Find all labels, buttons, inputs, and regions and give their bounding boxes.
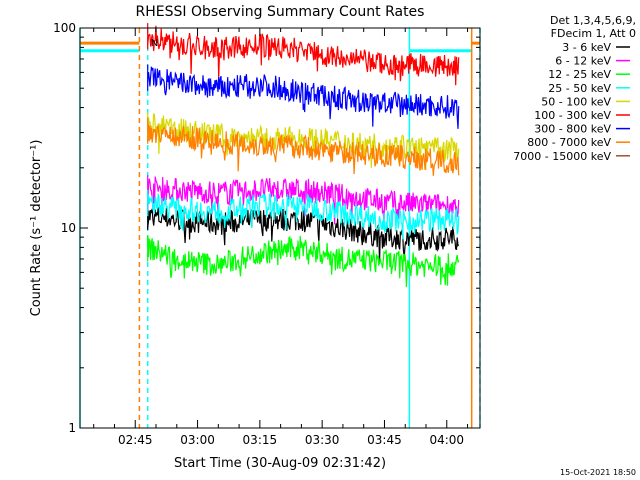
- legend-label: 50 - 100 keV: [541, 95, 611, 108]
- series-line-12to25keV: [147, 235, 460, 288]
- y-tick-label: 100: [53, 21, 76, 35]
- legend-label: 3 - 6 keV: [562, 41, 611, 54]
- series-line-6to12keV: [147, 176, 460, 225]
- x-tick-label: 03:45: [367, 433, 402, 447]
- legend-header-line-1: Det 1,3,4,5,6,9,: [550, 14, 636, 27]
- legend-label: 6 - 12 keV: [555, 55, 611, 68]
- legend-label: 12 - 25 keV: [548, 68, 611, 81]
- legend-label: 25 - 50 keV: [548, 82, 611, 95]
- y-tick-label: 1: [68, 421, 76, 435]
- series-line-100to300keV: [147, 25, 460, 86]
- legend-label: 300 - 800 keV: [534, 123, 611, 136]
- legend-label: 7000 - 15000 keV: [513, 150, 611, 163]
- axes: 02:45 03:00 03:15 03:30 03:45 04:00 1 10 100: [53, 21, 480, 447]
- y-axis-label: Count Rate (s⁻¹ detector⁻¹): [29, 140, 44, 317]
- footer-timestamp: 15-Oct-2021 18:50: [560, 468, 636, 477]
- x-tick-label: 04:00: [429, 433, 464, 447]
- legend-label: 800 - 7000 keV: [527, 136, 611, 149]
- x-tick-label: 03:15: [243, 433, 278, 447]
- x-tick-label: 03:30: [305, 433, 340, 447]
- series-line-800to7000keV: [147, 123, 460, 176]
- x-tick-label: 03:00: [180, 433, 215, 447]
- x-axis-label: Start Time (30-Aug-09 02:31:42): [174, 456, 386, 471]
- legend-header-line-2: FDecim 1, Att 0: [551, 27, 636, 40]
- series-line-25to50keV: [147, 192, 460, 240]
- legend-label: 100 - 300 keV: [534, 109, 611, 122]
- legend: Det 1,3,4,5,6,9, FDecim 1, Att 0 3 - 6 k…: [513, 14, 636, 163]
- chart-title: RHESSI Observing Summary Count Rates: [136, 4, 425, 20]
- series-line-300to800keV: [147, 66, 460, 129]
- annotation-label: N: [151, 38, 158, 49]
- x-tick-label: 02:45: [118, 433, 153, 447]
- plot-area: N: [79, 23, 481, 428]
- y-tick-label: 10: [61, 221, 76, 235]
